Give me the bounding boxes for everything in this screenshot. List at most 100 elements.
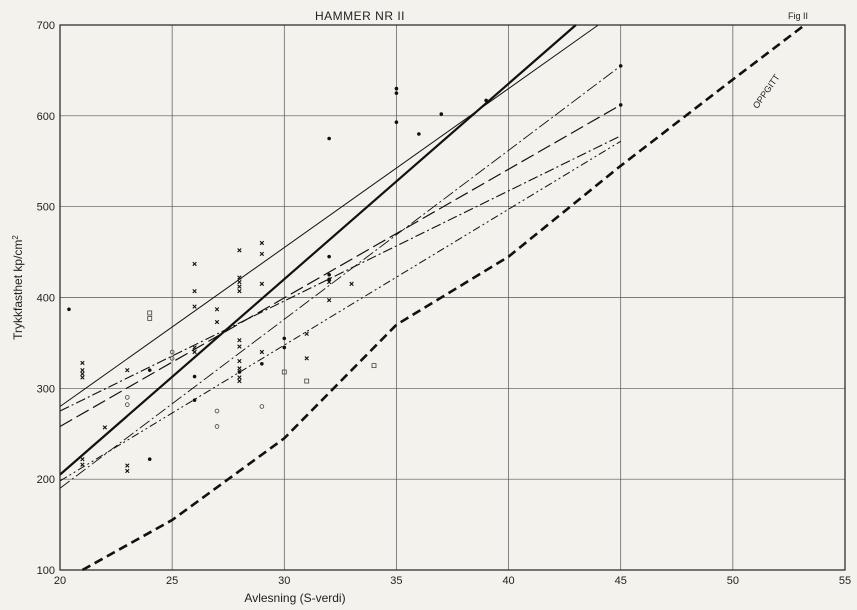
y-tick-label: 500: [37, 202, 55, 214]
scatter-points: [67, 64, 623, 474]
y-axis-label-sup: 2: [11, 235, 20, 240]
data-point-dot: [618, 103, 623, 107]
data-point-cross: [237, 344, 242, 349]
data-point-cross: [237, 284, 242, 289]
data-point-dot: [394, 91, 399, 95]
series-line-solid-bold: [59, 24, 577, 476]
data-point-cross: [214, 307, 220, 312]
data-point-dot: [147, 457, 152, 461]
data-point-square: [281, 369, 287, 375]
data-point-dot: [260, 362, 264, 366]
figure-label: Fig II: [788, 11, 808, 21]
data-point-dot: [439, 112, 444, 116]
data-point-cross: [259, 251, 265, 257]
data-point-cross: [80, 371, 85, 376]
data-point-dot: [67, 307, 71, 312]
data-point-cross: [80, 360, 85, 366]
data-point-dot: [327, 272, 331, 277]
data-point-circle: [259, 404, 265, 409]
plot-frame: [59, 24, 846, 571]
data-point-dot: [327, 136, 331, 141]
data-point-cross: [192, 261, 197, 267]
data-point-cross: [237, 248, 242, 253]
y-tick-label: 400: [37, 293, 55, 305]
data-point-circle: [169, 356, 175, 361]
data-point-cross: [102, 425, 108, 430]
data-point-circle: [214, 408, 220, 414]
data-point-cross: [80, 456, 85, 462]
x-tick-label: 25: [166, 575, 178, 587]
x-axis-label: Avlesning (S-verdi): [244, 591, 345, 605]
series-line-dash-dot-dot: [59, 140, 621, 482]
data-point-square: [304, 378, 310, 384]
data-point-square: [147, 310, 153, 316]
data-point-cross: [259, 281, 265, 287]
data-point-cross: [125, 367, 130, 373]
data-point-cross: [259, 349, 265, 355]
data-point-square: [147, 315, 153, 321]
data-point-dot: [282, 345, 287, 350]
data-point-cross: [326, 298, 332, 303]
x-tick-label: 55: [839, 575, 851, 587]
data-point-dot: [147, 368, 152, 372]
x-tick-label: 30: [278, 575, 290, 587]
data-point-cross: [80, 375, 85, 380]
data-point-dot: [618, 64, 623, 68]
data-point-dot: [327, 254, 331, 259]
data-point-cross: [259, 240, 265, 246]
data-point-cross: [80, 367, 85, 373]
data-point-dot: [237, 370, 242, 374]
series-line-solid-thin: [59, 24, 599, 407]
data-point-dot: [394, 120, 399, 124]
y-axis-label: Trykkfasthet kp/cm2: [11, 235, 26, 340]
data-point-dot: [484, 98, 488, 103]
y-tick-label: 600: [37, 111, 55, 123]
data-point-cross: [125, 468, 130, 474]
data-point-cross: [237, 378, 242, 384]
x-tick-label: 50: [727, 575, 739, 587]
data-point-circle: [169, 349, 175, 355]
data-point-cross: [237, 358, 242, 364]
grid-lines: [59, 24, 846, 571]
data-point-cross: [304, 331, 309, 337]
y-tick-label: 700: [37, 20, 55, 32]
x-tick-label: 20: [54, 575, 66, 587]
y-axis-label-main: Trykkfasthet kp/cm: [11, 240, 25, 340]
series-line-dash-long: [59, 104, 622, 428]
data-point-cross: [192, 349, 197, 355]
data-point-cross: [237, 366, 242, 371]
series-annotation: OPPGITT: [751, 72, 782, 111]
data-point-cross: [125, 463, 130, 468]
data-point-cross: [214, 319, 220, 325]
data-point-cross: [237, 275, 242, 280]
data-point-cross: [326, 279, 332, 285]
tick-labels: 20 25 30 35 40 45 50 55 100 200 300 400 500 600 700: [37, 20, 851, 587]
data-point-dot: [417, 132, 421, 136]
data-point-cross: [237, 338, 242, 343]
data-point-cross: [349, 281, 354, 287]
data-point-cross: [192, 304, 197, 309]
data-point-dot: [192, 374, 197, 379]
data-point-cross: [80, 462, 85, 467]
data-point-cross: [192, 288, 197, 294]
data-point-dot: [394, 86, 399, 91]
data-point-cross: [237, 279, 242, 285]
chart-title: HAMMER NR II: [315, 9, 405, 23]
x-tick-label: 35: [390, 575, 402, 587]
data-point-cross: [304, 356, 309, 361]
data-point-dot: [327, 277, 331, 282]
series-line-dash-dot: [59, 135, 621, 412]
data-point-cross: [192, 345, 197, 350]
series-line-dashed-bold: [81, 23, 806, 572]
data-point-cross: [237, 375, 242, 380]
series-line-dash-dot-thin: [59, 65, 621, 489]
data-point-circle: [124, 402, 130, 407]
x-tick-label: 45: [615, 575, 627, 587]
x-tick-label: 40: [502, 575, 514, 587]
data-point-dot: [282, 336, 287, 341]
data-point-square: [371, 363, 377, 369]
y-tick-label: 200: [37, 474, 55, 486]
data-point-circle: [214, 424, 220, 429]
y-tick-label: 100: [37, 565, 55, 577]
